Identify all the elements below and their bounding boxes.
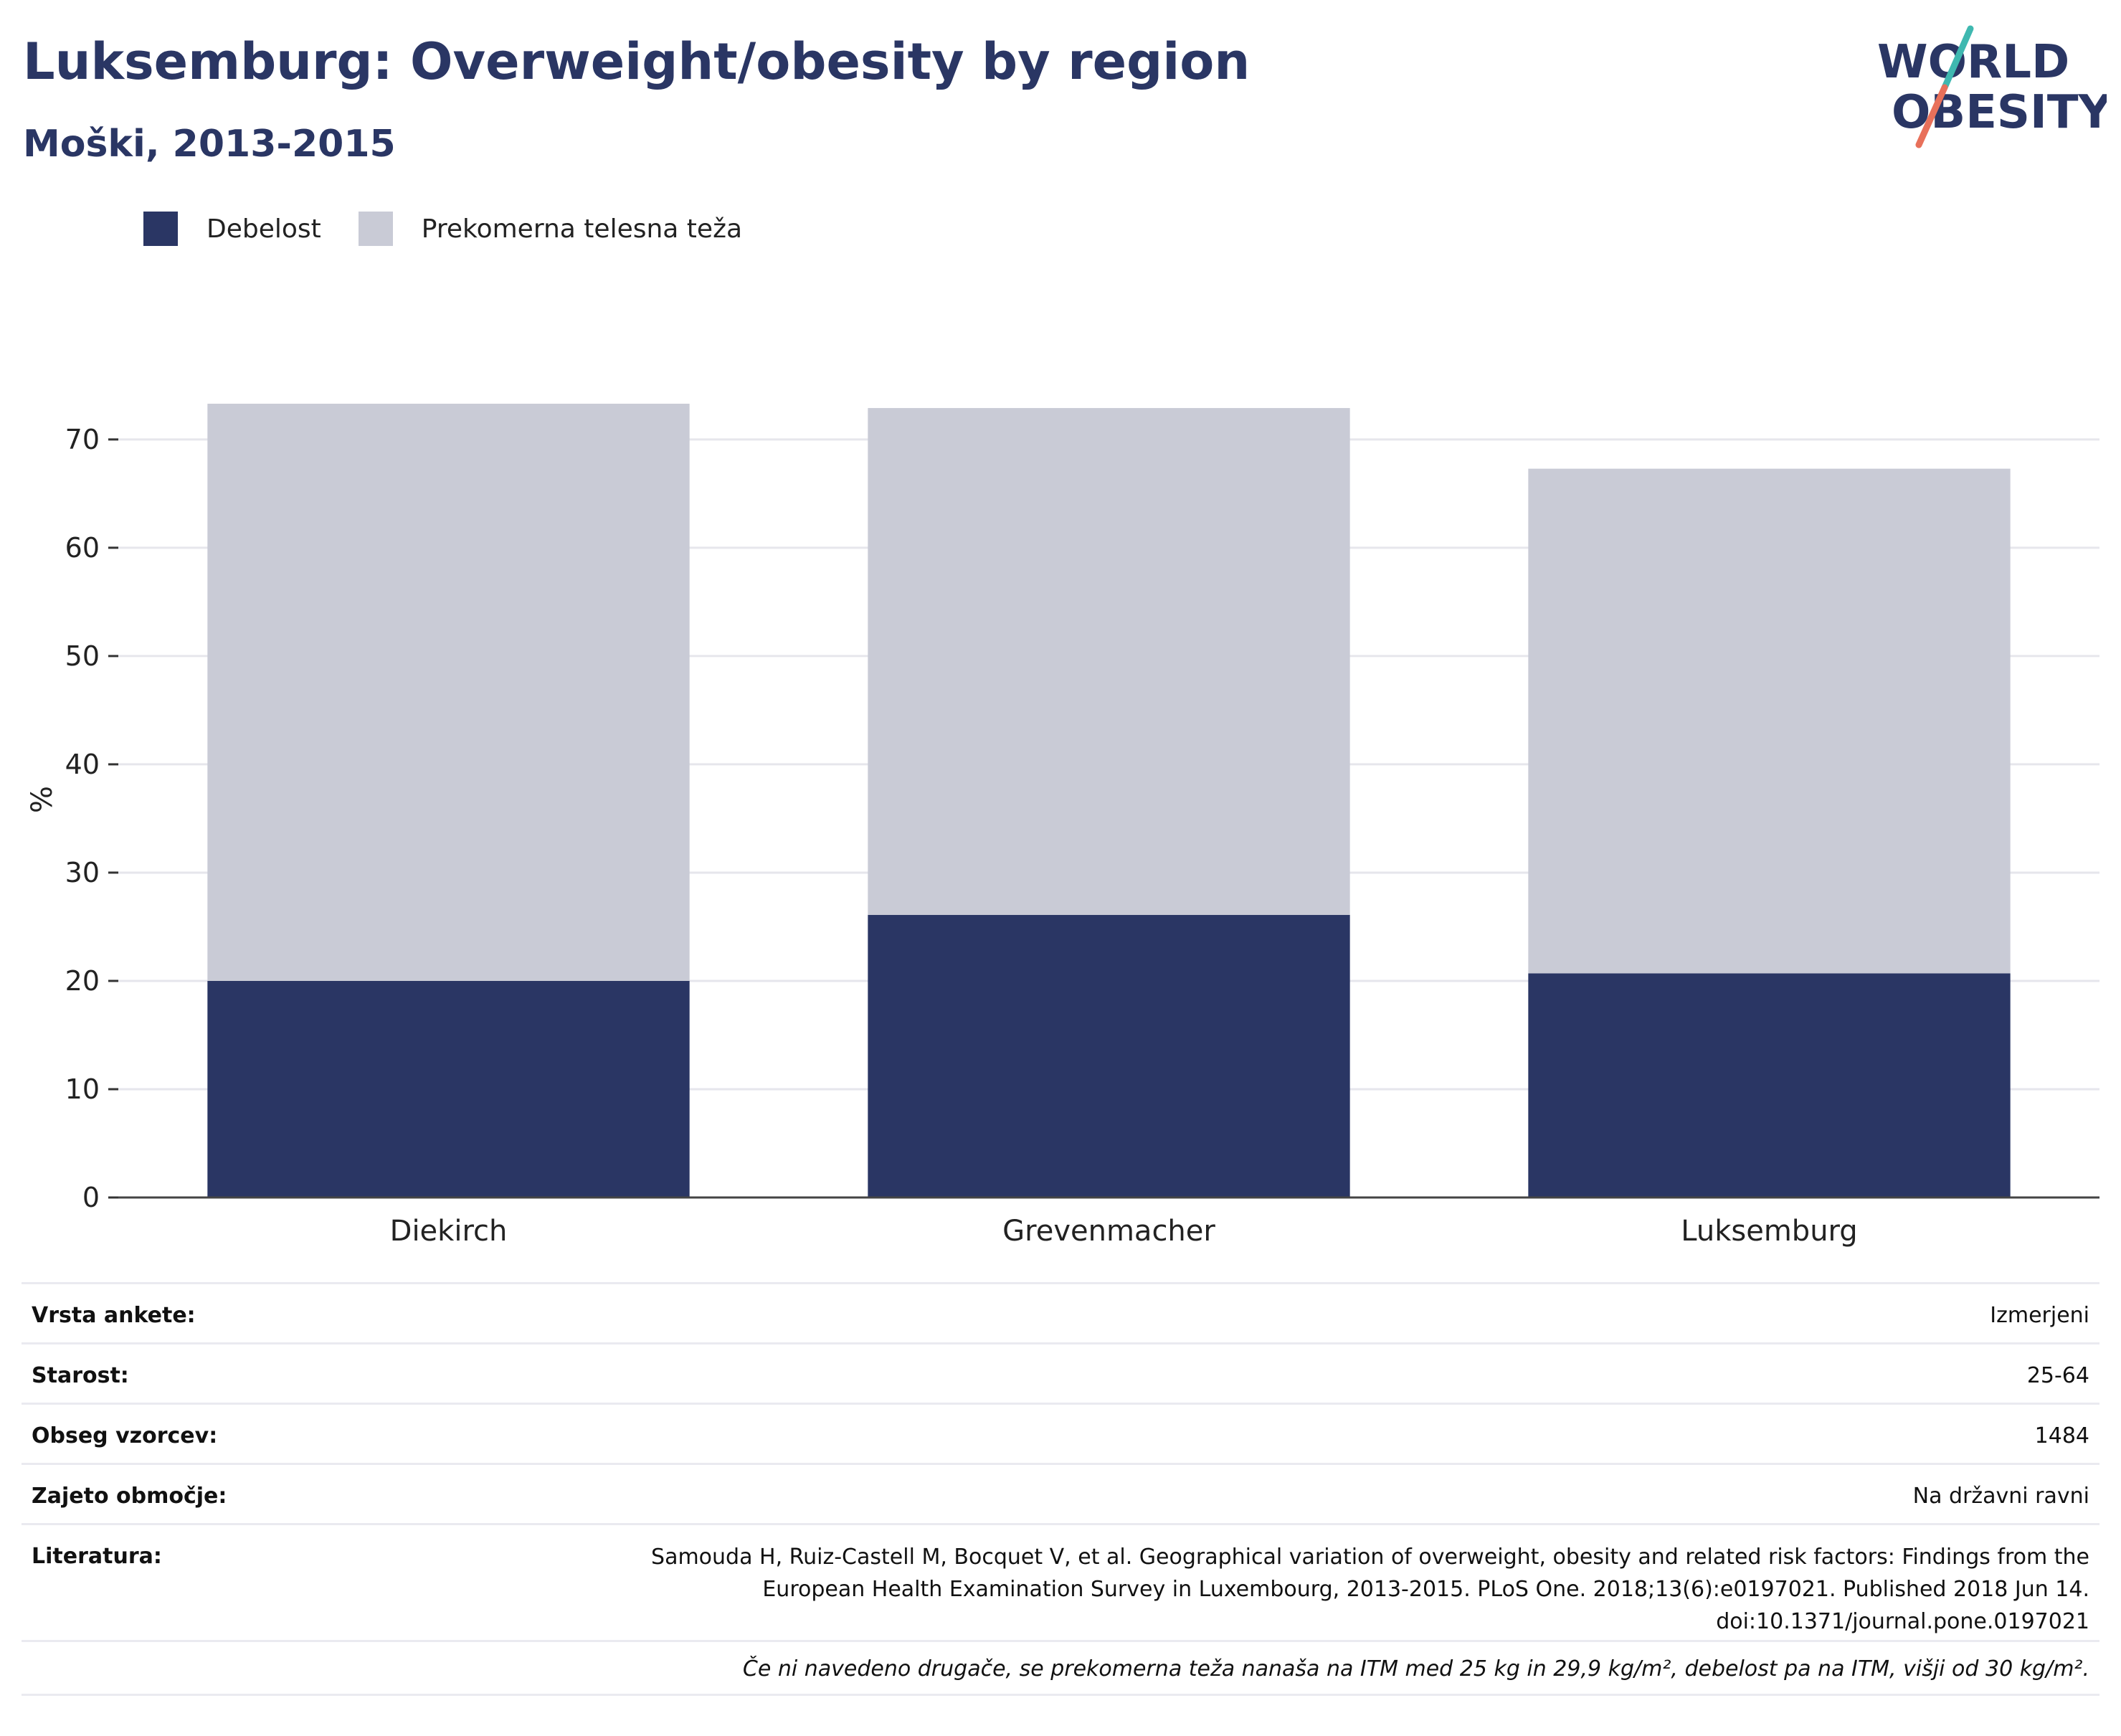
y-tick-label: 70 [65, 424, 100, 455]
info-row-area: Zajeto območje: Na državni ravni [22, 1463, 2099, 1523]
info-label-survey-type: Vrsta ankete: [32, 1303, 196, 1328]
stacked-bar-chart: 0 10 20 30 40 50 60 70% Diekirch Grevenmacher Luks… [26, 404, 2099, 1248]
logo-slash-coral [1915, 84, 1948, 148]
y-axis-label: % [26, 786, 59, 813]
logo-word-world: WORLD [1877, 36, 2069, 89]
x-tick-label: Grevenmacher [1002, 1215, 1215, 1248]
y-tick-label: 60 [65, 532, 100, 564]
legend-swatch-overweight [358, 212, 393, 246]
bar-obesity-luksemburg [1528, 973, 2011, 1197]
survey-info-table: Vrsta ankete: Izmerjeni Starost: 25-64 O… [22, 1282, 2099, 1696]
chart-legend: Debelost Prekomerna telesna teža [143, 212, 779, 246]
y-tick-label: 10 [65, 1073, 100, 1105]
info-label-age: Starost: [32, 1363, 129, 1388]
world-obesity-logo: WORLD OBESITY [1877, 25, 2107, 148]
y-tick-label: 30 [65, 857, 100, 888]
info-value-survey-type: Izmerjeni [1990, 1303, 2089, 1328]
info-row-footnote: Če ni navedeno drugače, se prekomerna te… [22, 1640, 2099, 1694]
info-label-area: Zajeto območje: [32, 1484, 227, 1509]
chart-subtitle: Moški, 2013-2015 [23, 123, 396, 166]
bar-overweight-luksemburg [1528, 468, 2011, 974]
x-tick-label: Luksemburg [1681, 1215, 1857, 1248]
legend-item-obesity: Debelost [143, 212, 321, 246]
y-tick-label: 0 [82, 1182, 100, 1213]
bar-overweight-diekirch [207, 404, 690, 981]
info-bottom-divider [22, 1694, 2099, 1696]
y-tick-label: 20 [65, 965, 100, 997]
bar-obesity-diekirch [207, 980, 690, 1197]
info-value-reference: Samouda H, Ruiz-Castell M, Bocquet V, et… [651, 1545, 2089, 1634]
info-value-age: 25-64 [2026, 1363, 2089, 1388]
y-tick-label: 50 [65, 640, 100, 672]
y-tick-label: 40 [65, 749, 100, 780]
chart-title: Luksemburg: Overweight/obesity by region [23, 32, 1251, 91]
info-row-reference: Literatura: Samouda H, Ruiz-Castell M, B… [22, 1523, 2099, 1640]
footnote: Če ni navedeno drugače, se prekomerna te… [742, 1656, 2089, 1682]
bar-obesity-grevenmacher [868, 914, 1350, 1197]
info-row-age: Starost: 25-64 [22, 1342, 2099, 1403]
info-label-reference: Literatura: [32, 1544, 162, 1569]
info-label-sample-size: Obseg vzorcev: [32, 1423, 218, 1448]
info-value-sample-size: 1484 [2034, 1423, 2089, 1448]
info-row-sample-size: Obseg vzorcev: 1484 [22, 1403, 2099, 1463]
info-value-area: Na državni ravni [1912, 1484, 2089, 1509]
info-row-survey-type: Vrsta ankete: Izmerjeni [22, 1282, 2099, 1342]
legend-item-overweight: Prekomerna telesna teža [358, 212, 743, 246]
x-tick-label: Diekirch [390, 1215, 508, 1248]
legend-label-overweight: Prekomerna telesna teža [421, 214, 743, 244]
legend-swatch-obesity [143, 212, 178, 246]
legend-label-obesity: Debelost [207, 214, 321, 244]
bar-overweight-grevenmacher [868, 408, 1350, 915]
logo-slash-teal [1941, 25, 1974, 91]
